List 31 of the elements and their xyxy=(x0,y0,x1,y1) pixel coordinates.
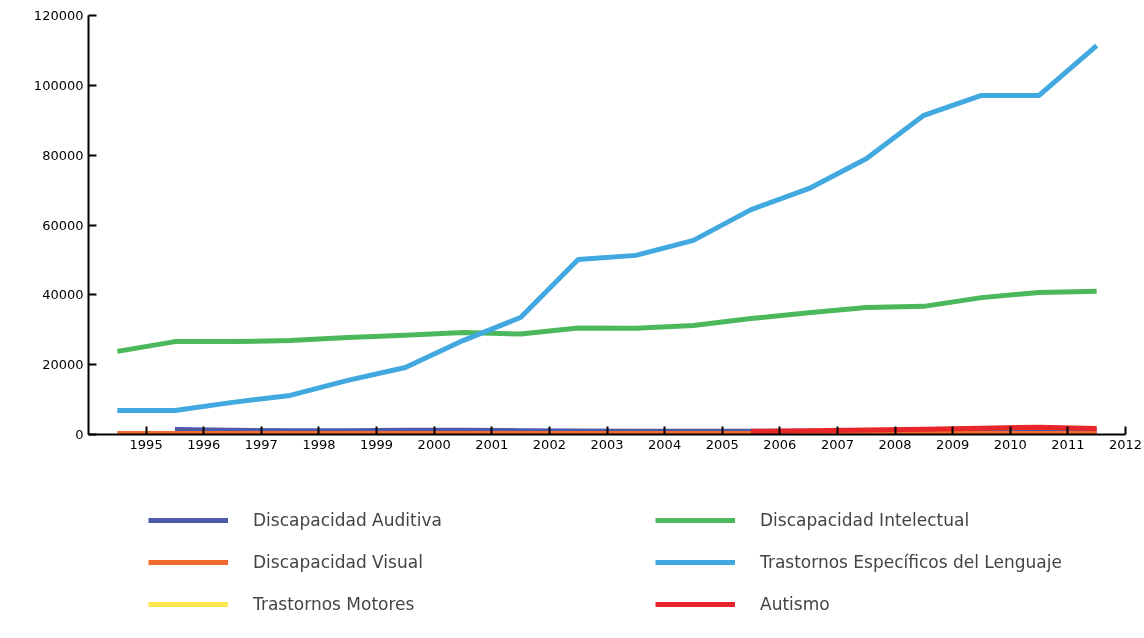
y-tick-label: 80000 xyxy=(42,147,84,163)
x-tick-label: 1996 xyxy=(187,436,221,452)
y-tick-label: 100000 xyxy=(33,77,84,93)
x-tick-label: 1999 xyxy=(360,436,394,452)
x-tick-label: 1997 xyxy=(244,436,278,452)
x-tick-label: 2002 xyxy=(532,436,566,452)
x-tick-label: 2001 xyxy=(475,436,509,452)
y-tick-label: 20000 xyxy=(42,357,84,373)
legend-label: Discapacidad Auditiva xyxy=(253,510,443,530)
y-tick-label: 60000 xyxy=(42,217,84,233)
legend-label: Discapacidad Intelectual xyxy=(760,510,971,530)
legend-label: Discapacidad Visual xyxy=(253,552,424,572)
x-tick-label: 2007 xyxy=(820,436,854,452)
legend-label: Trastornos Motores xyxy=(253,594,416,614)
x-tick-label: 2008 xyxy=(878,436,912,452)
x-tick-label: 1995 xyxy=(129,436,163,452)
y-tick-label: 0 xyxy=(75,427,84,442)
x-tick-label: 2004 xyxy=(648,436,682,452)
legend-label: Autismo xyxy=(760,594,831,614)
x-tick-label: 2006 xyxy=(763,436,797,452)
y-tick-label: 120000 xyxy=(33,8,84,23)
x-tick-label: 2012 xyxy=(1108,436,1143,452)
x-tick-label: 1998 xyxy=(302,436,336,452)
legend-label: Trastornos Específicos del Lenguaje xyxy=(760,552,1063,572)
x-tick-label: 2000 xyxy=(417,436,451,452)
x-tick-label: 2003 xyxy=(590,436,624,452)
x-tick-label: 2005 xyxy=(705,436,739,452)
x-tick-label: 2011 xyxy=(1051,436,1085,452)
y-tick-label: 40000 xyxy=(42,287,84,303)
x-tick-label: 2009 xyxy=(936,436,970,452)
x-tick-label: 2010 xyxy=(993,436,1027,452)
